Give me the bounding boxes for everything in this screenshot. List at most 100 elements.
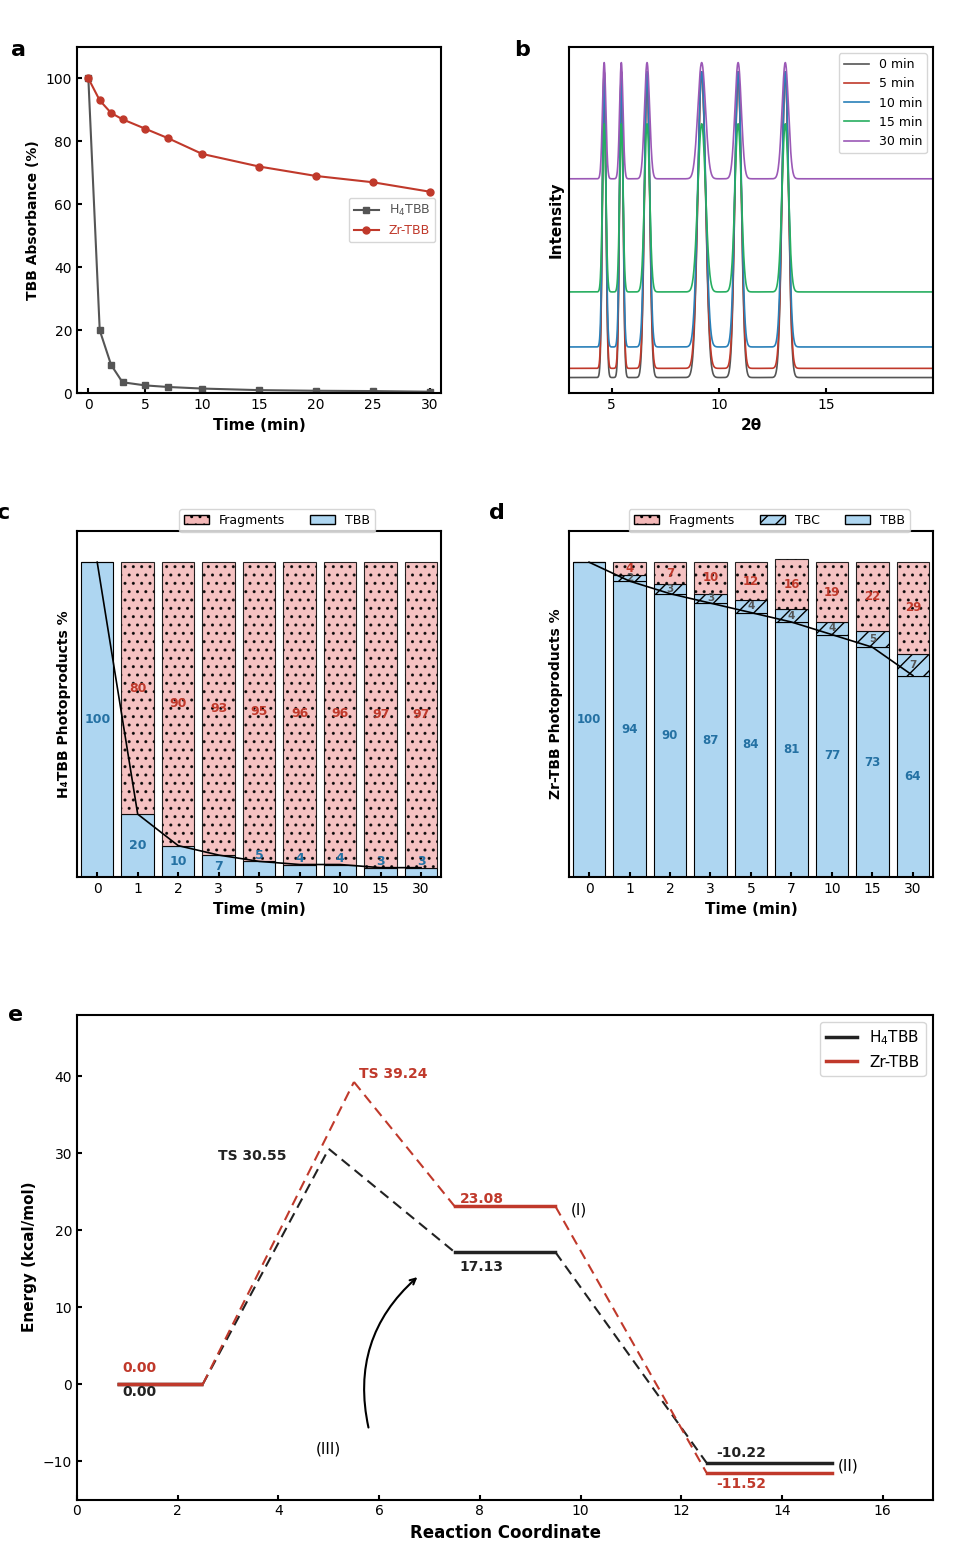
Zr-TBB: [424, 183, 435, 201]
Text: e: e: [9, 1004, 24, 1025]
Text: a: a: [12, 41, 26, 59]
H$_4$TBB: [106, 356, 117, 375]
0 min: [902, 369, 914, 387]
Text: -11.52: -11.52: [716, 1478, 766, 1492]
0 min: [926, 369, 938, 387]
Text: 81: 81: [782, 744, 799, 756]
0 min: [598, 62, 609, 81]
Bar: [815, 562, 848, 622]
X-axis label: 2θ: 2θ: [740, 417, 761, 433]
5 min: [916, 359, 927, 378]
Legend: H$_4$TBB, Zr-TBB: H$_4$TBB, Zr-TBB: [348, 198, 434, 242]
15 min: [562, 283, 574, 301]
Bar: [815, 622, 848, 634]
Bar: [613, 575, 645, 581]
Bar: [572, 562, 604, 878]
H$_4$TBB: [424, 383, 435, 401]
0 min: [730, 100, 742, 119]
Bar: [694, 603, 726, 878]
30 min: [598, 53, 609, 72]
10 min: [581, 337, 593, 356]
5 min: [730, 98, 742, 117]
30 min: [926, 169, 938, 187]
Zr-TBB: [253, 158, 264, 177]
Text: 4: 4: [787, 611, 795, 620]
Zr-TBB: [106, 103, 117, 122]
15 min: [916, 283, 927, 301]
5 min: [850, 359, 861, 378]
30 min: [916, 169, 927, 187]
Text: 96: 96: [290, 708, 308, 720]
0 min: [850, 369, 861, 387]
Text: 97: 97: [412, 709, 430, 722]
Text: 95: 95: [250, 706, 267, 719]
Text: 96: 96: [332, 708, 348, 720]
Text: 90: 90: [661, 729, 678, 742]
30 min: [740, 164, 752, 183]
Text: 10: 10: [702, 572, 718, 584]
Text: 93: 93: [209, 703, 227, 715]
30 min: [916, 169, 927, 187]
Zr-TBB: [83, 69, 94, 87]
Line: H$_4$TBB: H$_4$TBB: [85, 75, 432, 395]
15 min: [740, 275, 752, 294]
15 min: [581, 283, 593, 301]
Text: 7: 7: [665, 567, 674, 580]
Text: 100: 100: [84, 714, 111, 726]
5 min: [598, 62, 609, 81]
Bar: [405, 867, 437, 878]
Bar: [324, 562, 356, 864]
Bar: [734, 562, 766, 600]
Bar: [283, 562, 315, 864]
Bar: [775, 622, 807, 878]
Text: 29: 29: [903, 601, 920, 614]
Text: 19: 19: [823, 586, 839, 598]
Legend: H$_4$TBB, Zr-TBB: H$_4$TBB, Zr-TBB: [820, 1022, 924, 1076]
Text: 5: 5: [255, 848, 263, 862]
5 min: [740, 345, 752, 364]
X-axis label: Time (min): Time (min): [212, 417, 306, 433]
0 min: [581, 369, 593, 387]
H$_4$TBB: [162, 378, 174, 397]
15 min: [916, 283, 927, 301]
Bar: [161, 845, 194, 878]
Text: c: c: [0, 503, 10, 523]
Bar: [405, 562, 437, 867]
H$_4$TBB: [94, 320, 106, 339]
0 min: [740, 355, 752, 373]
Text: 16: 16: [782, 578, 799, 590]
Text: 20: 20: [129, 839, 146, 853]
30 min: [581, 169, 593, 187]
Line: 0 min: 0 min: [568, 72, 932, 378]
Text: (II): (II): [837, 1459, 857, 1473]
Y-axis label: H₄TBB Photoproducts %: H₄TBB Photoproducts %: [58, 611, 71, 798]
Legend: Fragments, TBC, TBB: Fragments, TBC, TBB: [628, 509, 909, 533]
Zr-TBB: [310, 167, 322, 186]
Zr-TBB: [367, 173, 379, 192]
Text: 7: 7: [908, 659, 916, 670]
Text: 90: 90: [169, 697, 186, 711]
Text: 17.13: 17.13: [459, 1261, 504, 1275]
15 min: [850, 283, 861, 301]
Bar: [653, 584, 685, 594]
30 min: [850, 169, 861, 187]
Y-axis label: TBB Absorbance (%): TBB Absorbance (%): [26, 141, 40, 300]
Bar: [364, 562, 396, 867]
Line: 15 min: 15 min: [568, 123, 932, 292]
Line: 10 min: 10 min: [568, 72, 932, 347]
Text: 80: 80: [129, 681, 146, 695]
5 min: [916, 359, 927, 378]
Bar: [613, 562, 645, 575]
Legend: 0 min, 5 min, 10 min, 15 min, 30 min: 0 min, 5 min, 10 min, 15 min, 30 min: [838, 53, 926, 153]
Text: 0.00: 0.00: [122, 1384, 157, 1398]
Bar: [653, 562, 685, 584]
Text: 12: 12: [742, 575, 758, 587]
Text: TS 39.24: TS 39.24: [358, 1067, 427, 1081]
10 min: [740, 325, 752, 344]
Bar: [364, 867, 396, 878]
H$_4$TBB: [196, 380, 208, 398]
Text: 2: 2: [626, 573, 632, 583]
Text: (I): (I): [570, 1203, 586, 1217]
Zr-TBB: [162, 128, 174, 147]
10 min: [916, 337, 927, 356]
